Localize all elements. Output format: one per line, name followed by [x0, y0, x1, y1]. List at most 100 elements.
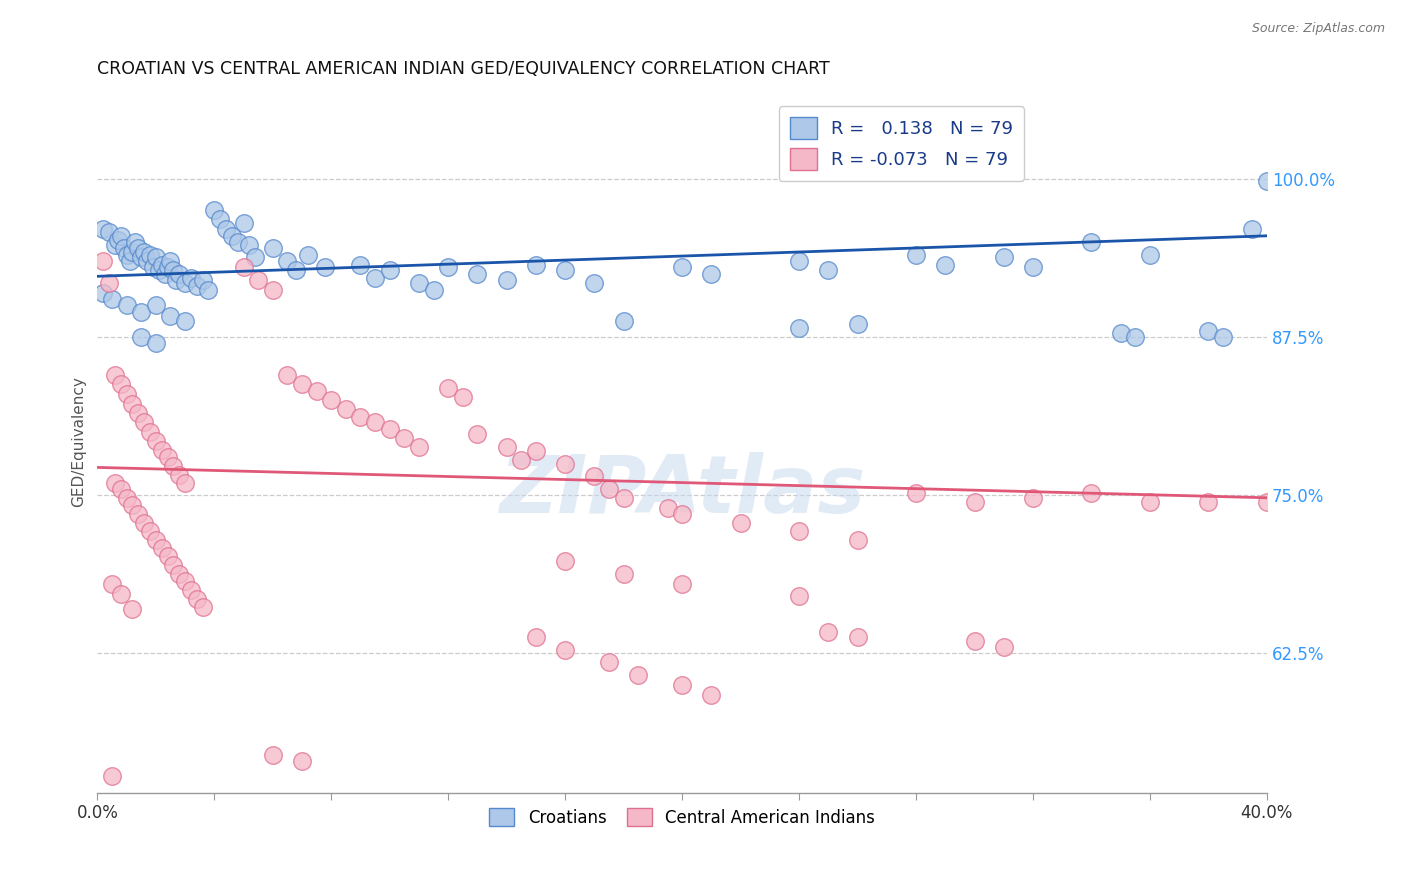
Point	[276, 254, 298, 268]
Point	[364, 270, 387, 285]
Point	[700, 267, 723, 281]
Point	[191, 273, 214, 287]
Point	[613, 566, 636, 581]
Point	[127, 507, 149, 521]
Point	[104, 368, 127, 382]
Point	[787, 254, 810, 268]
Point	[554, 642, 576, 657]
Point	[1197, 494, 1219, 508]
Point	[156, 450, 179, 465]
Point	[963, 494, 986, 508]
Point	[408, 440, 430, 454]
Point	[145, 298, 167, 312]
Point	[145, 336, 167, 351]
Point	[98, 276, 121, 290]
Point	[787, 524, 810, 538]
Point	[1109, 326, 1132, 341]
Point	[121, 499, 143, 513]
Point	[349, 409, 371, 424]
Point	[153, 267, 176, 281]
Point	[285, 263, 308, 277]
Point	[583, 276, 606, 290]
Point	[202, 203, 225, 218]
Point	[451, 390, 474, 404]
Point	[524, 444, 547, 458]
Point	[159, 254, 181, 268]
Point	[1212, 330, 1234, 344]
Point	[174, 475, 197, 490]
Point	[963, 633, 986, 648]
Point	[817, 263, 839, 277]
Point	[1241, 222, 1264, 236]
Point	[139, 524, 162, 538]
Point	[510, 452, 533, 467]
Point	[139, 248, 162, 262]
Point	[142, 260, 165, 275]
Point	[613, 491, 636, 505]
Point	[467, 267, 489, 281]
Point	[162, 263, 184, 277]
Point	[215, 222, 238, 236]
Point	[180, 270, 202, 285]
Point	[291, 754, 314, 768]
Point	[671, 678, 693, 692]
Point	[134, 415, 156, 429]
Text: CROATIAN VS CENTRAL AMERICAN INDIAN GED/EQUIVALENCY CORRELATION CHART: CROATIAN VS CENTRAL AMERICAN INDIAN GED/…	[97, 60, 830, 78]
Point	[671, 507, 693, 521]
Point	[167, 566, 190, 581]
Point	[598, 655, 620, 669]
Point	[104, 475, 127, 490]
Point	[364, 415, 387, 429]
Point	[121, 602, 143, 616]
Point	[524, 630, 547, 644]
Point	[186, 279, 208, 293]
Point	[174, 313, 197, 327]
Point	[1123, 330, 1146, 344]
Point	[197, 283, 219, 297]
Point	[408, 276, 430, 290]
Point	[145, 434, 167, 448]
Point	[180, 583, 202, 598]
Point	[174, 276, 197, 290]
Point	[156, 549, 179, 563]
Point	[671, 260, 693, 275]
Point	[846, 318, 869, 332]
Point	[613, 313, 636, 327]
Point	[165, 273, 187, 287]
Point	[262, 747, 284, 762]
Point	[437, 260, 460, 275]
Point	[127, 242, 149, 256]
Point	[598, 482, 620, 496]
Point	[297, 248, 319, 262]
Point	[394, 431, 416, 445]
Point	[495, 440, 517, 454]
Point	[101, 292, 124, 306]
Point	[129, 304, 152, 318]
Point	[101, 577, 124, 591]
Point	[846, 533, 869, 547]
Point	[127, 406, 149, 420]
Point	[167, 468, 190, 483]
Point	[437, 381, 460, 395]
Point	[627, 668, 650, 682]
Point	[1256, 494, 1278, 508]
Point	[1139, 248, 1161, 262]
Point	[934, 258, 956, 272]
Point	[110, 587, 132, 601]
Point	[495, 273, 517, 287]
Point	[238, 237, 260, 252]
Point	[583, 469, 606, 483]
Point	[467, 427, 489, 442]
Point	[1022, 491, 1045, 505]
Point	[221, 228, 243, 243]
Point	[262, 242, 284, 256]
Point	[1022, 260, 1045, 275]
Point	[787, 321, 810, 335]
Point	[305, 384, 328, 399]
Point	[321, 393, 343, 408]
Point	[1197, 324, 1219, 338]
Point	[554, 554, 576, 568]
Point	[150, 541, 173, 556]
Point	[378, 422, 401, 436]
Point	[115, 248, 138, 262]
